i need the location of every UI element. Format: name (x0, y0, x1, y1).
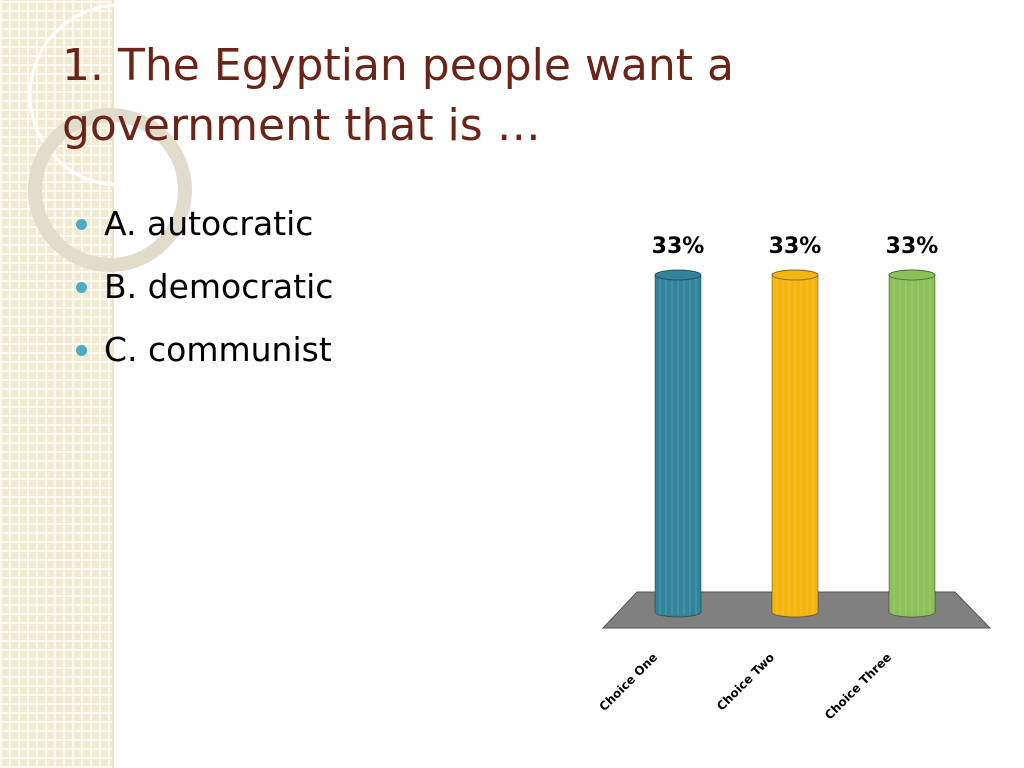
decor-strip (0, 0, 114, 768)
bullet: C. communist (76, 318, 333, 381)
bullet: A. autocratic (76, 192, 333, 255)
x-tick-label: Choice Two (714, 650, 777, 713)
x-tick-label: Choice One (596, 650, 660, 714)
value-label: 33% (886, 234, 939, 259)
value-label: 33% (769, 234, 822, 259)
decor-ring (28, 108, 192, 272)
decor-ring (28, 3, 212, 187)
slide-title: 1. The Egyptian people want a government… (62, 40, 734, 151)
bullet-list: A. autocratic B. democratic C. communist (76, 192, 333, 381)
value-label: 33% (652, 234, 705, 259)
bar-cap (654, 269, 702, 281)
x-tick-label: Choice Three (822, 650, 894, 722)
bar-cap (771, 269, 819, 281)
bar-cap (888, 269, 936, 281)
bullet: B. democratic (76, 255, 333, 318)
